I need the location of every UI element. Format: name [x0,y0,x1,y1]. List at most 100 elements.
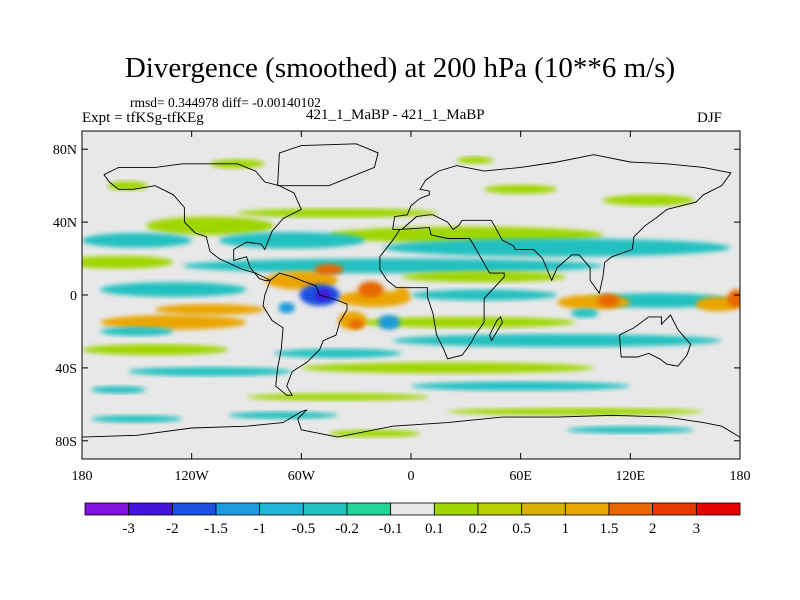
divergence-band [328,429,421,438]
divergence-band [273,348,402,358]
divergence-band [392,334,722,347]
divergence-band [246,393,430,401]
colorbar-swatch [128,502,173,516]
lat-tick-label: 0 [70,289,77,304]
divergence-anomaly [727,289,740,308]
divergence-band [301,362,594,374]
lon-tick-label: 180 [72,469,93,484]
colorbar-label: -3 [122,521,135,537]
divergence-band [91,386,146,394]
divergence-band [566,426,695,434]
coastlines [82,143,740,438]
lon-tick-label: 120E [616,469,646,484]
lon-tick-label: 60W [288,469,316,484]
coastline [103,163,302,281]
divergence-band [456,156,494,164]
coastline [392,154,732,295]
colorbar-label: -0.2 [335,521,359,537]
divergence-band [237,208,439,218]
divergence-band [447,407,704,416]
experiment-label: Expt = tfKSg-tfKEg [82,110,204,126]
divergence-anomaly [570,308,599,318]
colorbar-swatch [346,502,392,516]
colorbar-swatch [390,502,435,516]
divergence-band [383,238,731,257]
coastline [82,409,740,438]
colorbar-swatch [608,502,654,516]
divergence-band [401,271,567,283]
divergence-band [411,289,558,301]
colorbar: -3 -2 -1.5 -1 -0.5 -0.2 -0.1 0.1 0.2 0.5 1 1.5 2 3 [84,502,741,537]
colorbar-swatch [84,502,130,516]
divergence-anomaly [394,287,410,299]
divergence-anomalies [278,264,740,330]
divergence-anomaly [378,315,401,330]
lon-tick-label: 60E [509,469,532,484]
divergence-band [602,194,695,206]
colorbar-swatch [215,502,261,516]
divergence-bands [82,156,740,438]
lat-tick-label: 40N [53,216,77,231]
colorbar-label: 2 [649,521,657,537]
divergence-anomaly [278,302,295,314]
divergence-band [100,282,247,297]
colorbar-label: 0.5 [512,521,531,537]
divergence-band [484,184,558,194]
colorbar-label: -1 [253,521,266,537]
divergence-anomaly [315,289,332,301]
divergence-band [145,216,274,235]
colorbar-label: -0.5 [291,521,315,537]
divergence-band [337,290,412,307]
colorbar-swatch [171,502,217,516]
divergence-anomaly [348,319,364,329]
divergence-band [100,315,247,330]
colorbar-label: -1.5 [204,521,228,537]
divergence-band [91,415,183,423]
lat-tick-label: 40S [55,362,77,377]
lon-tick-label: 120W [175,469,210,484]
colorbar-label: 1 [562,521,570,537]
coastline [277,143,379,187]
divergence-band [82,344,229,356]
divergence-anomaly [314,264,344,275]
divergence-band [100,326,174,337]
divergence-band [411,381,631,391]
divergence-anomaly [357,281,384,298]
divergence-band [107,181,148,191]
divergence-band [155,304,265,316]
colorbar-swatch [521,502,566,516]
season-label: DJF [697,110,723,126]
lat-tick-label: 80S [55,435,77,450]
plot-title: Divergence (smoothed) at 200 hPa (10**6 … [124,52,676,84]
lat-tick-label: 80N [53,143,77,158]
coastline [618,314,692,367]
divergence-band [82,255,174,269]
divergence-band [182,258,603,274]
divergence-band [228,411,338,419]
divergence-band [557,295,631,310]
divergence-band [356,316,576,328]
colorbar-swatch [477,502,523,516]
coastline [262,272,348,396]
colorbar-label: 0.2 [469,521,488,537]
colorbar-label: 0.1 [425,521,444,537]
coastline [489,316,503,341]
colorbar-swatch [259,502,304,516]
colorbar-label: -0.1 [379,521,403,537]
colorbar-swatch [302,502,348,516]
colorbar-swatch [433,502,479,516]
divergence-band [219,232,366,249]
lon-tick-label: 0 [408,469,415,484]
divergence-anomaly [597,294,620,307]
run-label: 421_1_MaBP - 421_1_MaBP [306,107,485,123]
colorbar-swatch [695,502,741,516]
rmsd-diff-stats: rmsd= 0.344978 diff= -0.00140102 [130,95,321,110]
colorbar-label: 1.5 [600,521,619,537]
divergence-band [82,233,192,248]
colorbar-swatch [564,502,610,516]
divergence-band [127,366,293,377]
colorbar-swatch [652,502,697,516]
lon-tick-label: 180 [730,469,751,484]
coastline [379,227,505,360]
